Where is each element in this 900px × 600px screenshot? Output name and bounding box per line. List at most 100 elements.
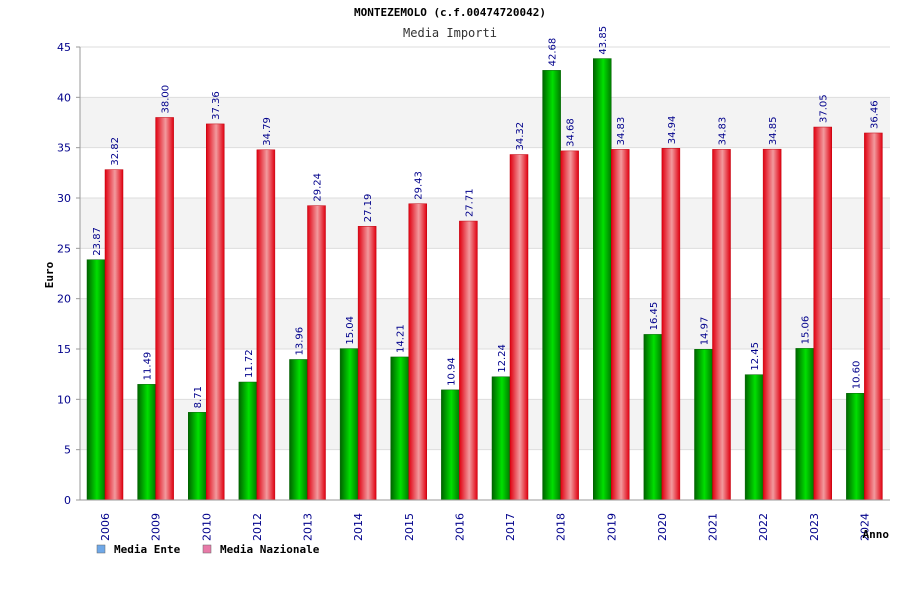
bar-media-nazionale-2016 <box>459 220 478 501</box>
y-tick-label: 10 <box>57 393 71 406</box>
bar-media-nazionale-2023 <box>813 126 832 501</box>
value-label: 37.36 <box>211 91 222 120</box>
value-label: 11.72 <box>244 349 255 378</box>
x-tick-label: 2016 <box>453 513 466 541</box>
value-label: 32.82 <box>110 137 121 166</box>
bar-media-ente-2024 <box>846 393 865 501</box>
value-label: 38.00 <box>161 85 172 114</box>
value-label: 13.96 <box>295 327 306 356</box>
x-tick-label: 2024 <box>858 513 871 541</box>
x-tick-label: 2018 <box>555 513 568 541</box>
x-tick-label: 2015 <box>403 513 416 541</box>
legend-label-media-nazionale: Media Nazionale <box>220 543 320 556</box>
chart-title: MONTEZEMOLO (c.f.00474720042) <box>354 6 546 19</box>
y-tick-label: 15 <box>57 343 71 356</box>
y-axis-ticks: 0 5 10 15 20 25 30 35 40 45 <box>57 41 80 507</box>
value-label: 10.60 <box>851 361 862 390</box>
x-tick-label: 2022 <box>757 513 770 541</box>
value-label: 27.19 <box>363 194 374 223</box>
value-label: 34.83 <box>616 117 627 146</box>
y-axis-label: Euro <box>43 261 56 288</box>
legend: Media Ente Media Nazionale <box>96 543 320 556</box>
value-label: 36.46 <box>869 100 880 129</box>
x-tick-label: 2020 <box>656 513 669 541</box>
value-label: 34.83 <box>718 117 729 146</box>
x-tick-label: 2017 <box>504 513 517 541</box>
bar-media-ente-2017 <box>491 376 511 501</box>
y-tick-label: 40 <box>57 91 71 104</box>
x-tick-label: 2013 <box>302 513 315 541</box>
value-label: 34.94 <box>667 116 678 145</box>
value-label: 12.24 <box>497 344 508 373</box>
bar-media-nazionale-2014 <box>357 226 377 501</box>
x-tick-label: 2023 <box>808 513 821 541</box>
bar-media-ente-2021 <box>694 349 713 501</box>
bar-media-ente-2013 <box>289 359 308 501</box>
bar-media-nazionale-2021 <box>712 149 731 501</box>
bar-media-ente-2022 <box>744 374 764 501</box>
bar-media-nazionale-2024 <box>864 132 883 501</box>
bar-media-ente-2014 <box>339 348 359 501</box>
value-label: 34.85 <box>768 117 779 146</box>
x-tick-label: 2021 <box>707 513 720 541</box>
value-label: 15.06 <box>801 316 812 345</box>
bar-media-nazionale-2015 <box>408 203 427 501</box>
bar-media-nazionale-2012 <box>256 149 276 501</box>
x-tick-label: 2012 <box>251 513 264 541</box>
value-label: 43.85 <box>598 26 609 55</box>
legend-swatch-media-ente <box>96 544 106 554</box>
value-label: 34.32 <box>515 122 526 151</box>
value-label: 10.94 <box>446 357 457 386</box>
bar-media-nazionale-2009 <box>155 117 174 501</box>
value-label: 42.68 <box>548 38 559 67</box>
x-tick-label: 2010 <box>200 513 213 541</box>
value-label: 23.87 <box>92 227 103 256</box>
value-label: 27.71 <box>464 188 475 217</box>
plot-band <box>80 47 890 98</box>
bar-media-nazionale-2018 <box>560 150 579 501</box>
bars <box>86 58 883 501</box>
chart-subtitle: Media Importi <box>403 26 497 40</box>
y-tick-label: 5 <box>64 444 71 457</box>
bar-media-ente-2019 <box>593 58 612 501</box>
bar-media-ente-2018 <box>542 70 561 501</box>
value-label: 14.97 <box>700 317 711 346</box>
y-tick-label: 0 <box>64 494 71 507</box>
x-axis-ticks: 2006 2009 2010 2012 2013 2014 2015 2016 2017 2018… <box>99 513 871 541</box>
bar-media-ente-2009 <box>137 384 156 501</box>
y-tick-label: 35 <box>57 142 71 155</box>
value-label: 8.71 <box>193 386 204 408</box>
bar-media-ente-2010 <box>188 412 207 501</box>
bar-media-nazionale-2020 <box>661 148 681 501</box>
value-label: 16.45 <box>649 302 660 331</box>
x-tick-label: 2009 <box>150 513 163 541</box>
bar-media-nazionale-2010 <box>206 123 225 501</box>
x-tick-label: 2006 <box>99 513 112 541</box>
value-label: 14.21 <box>396 324 407 353</box>
value-label: 29.43 <box>414 171 425 200</box>
value-label: 29.24 <box>313 173 324 202</box>
bar-media-ente-2012 <box>238 381 258 501</box>
value-labels: 23.87 32.82 11.49 38.00 8.71 37.36 11.72 34.79 1… <box>92 26 880 408</box>
value-label: 34.79 <box>262 117 273 146</box>
x-axis-label: Anno <box>863 528 890 541</box>
bar-media-ente-2020 <box>643 334 663 501</box>
value-label: 15.04 <box>345 316 356 345</box>
y-tick-label: 25 <box>57 242 71 255</box>
y-tick-label: 20 <box>57 293 71 306</box>
bar-media-ente-2006 <box>86 259 106 501</box>
value-label: 11.49 <box>143 352 154 381</box>
y-tick-label: 30 <box>57 192 71 205</box>
bar-media-nazionale-2006 <box>104 169 124 501</box>
value-label: 12.45 <box>750 342 761 371</box>
x-tick-label: 2014 <box>352 513 365 541</box>
bar-media-nazionale-2017 <box>509 154 529 501</box>
bar-media-ente-2016 <box>441 389 460 501</box>
bar-media-nazionale-2022 <box>762 148 782 501</box>
bar-media-ente-2015 <box>390 356 409 501</box>
value-label: 34.68 <box>566 118 577 147</box>
legend-label-media-ente: Media Ente <box>114 543 181 556</box>
x-tick-label: 2019 <box>605 513 618 541</box>
bar-media-ente-2023 <box>795 348 814 501</box>
